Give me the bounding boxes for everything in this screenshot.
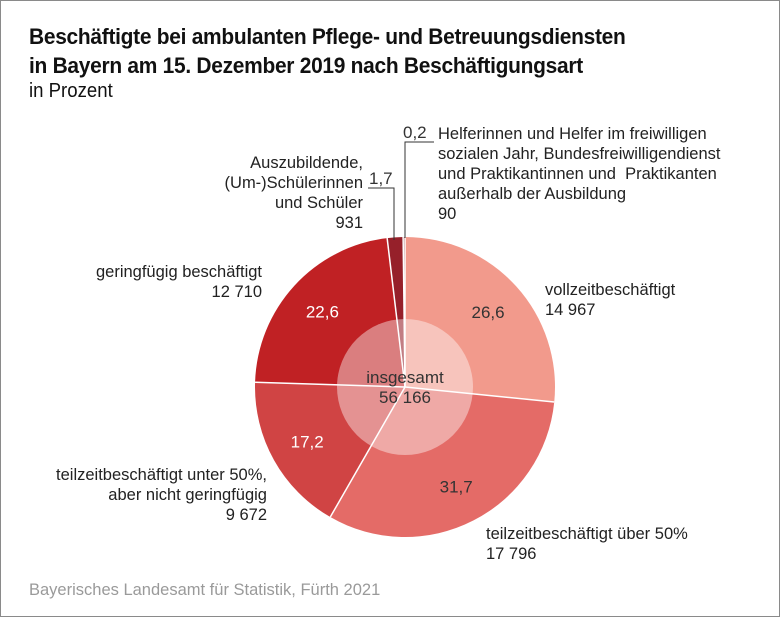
pie-slice-teilzeit-unter: [255, 382, 405, 518]
label-teilzeit-ueber: teilzeitbeschäftigt über 50% 17 796: [486, 525, 688, 563]
pct-label-geringfuegig: 22,6: [306, 302, 339, 321]
center-label: insgesamt: [366, 368, 444, 387]
pie-slice-vollzeit: [405, 237, 555, 403]
slice-separator: [404, 386, 555, 403]
slice-separator: [386, 237, 406, 388]
slice-separator: [402, 237, 406, 388]
pie-slice-geringfuegig: [255, 238, 405, 387]
label-teilzeit-unter: teilzeitbeschäftigt unter 50%, aber nich…: [56, 466, 267, 524]
label-geringfuegig: geringfügig beschäftigt 12 710: [95, 263, 262, 301]
pct-label-vollzeit: 26,6: [472, 303, 505, 322]
leader-line-helfer: [404, 141, 434, 238]
pct-label-azubis: 1,7: [369, 169, 393, 188]
pct-label-helfer: 0,2: [403, 123, 427, 142]
label-helfer: Helferinnen und Helfer im freiwilligen s…: [438, 125, 721, 223]
title-line-1: Beschäftigte bei ambulanten Pflege- und …: [29, 24, 626, 49]
chart-subtitle: in Prozent: [29, 80, 113, 102]
label-vollzeit: vollzeitbeschäftigt 14 967: [545, 281, 676, 319]
title-line-2: in Bayern am 15. Dezember 2019 nach Besc…: [29, 53, 583, 78]
pct-label-teilzeit-ueber: 31,7: [440, 478, 473, 497]
slice-separator: [329, 386, 406, 518]
slice-separator: [255, 381, 406, 388]
pie-slice-teilzeit-ueber: [330, 387, 555, 537]
pct-label-teilzeit-unter: 17,2: [291, 433, 324, 452]
label-azubis: Auszubildende, (Um-)Schülerinnen und Sch…: [224, 154, 363, 232]
center-value: 56 166: [379, 388, 431, 407]
chart-title: Beschäftigte bei ambulanten Pflege- und …: [29, 22, 626, 80]
leader-line-azubis: [368, 187, 395, 240]
source-note: Bayerisches Landesamt für Statistik, Für…: [29, 581, 381, 599]
